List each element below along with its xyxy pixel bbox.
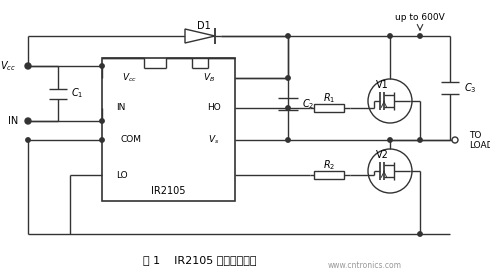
- Text: $C_{1}$: $C_{1}$: [71, 87, 83, 100]
- Text: IN: IN: [116, 104, 125, 113]
- Text: V1: V1: [376, 80, 389, 90]
- Circle shape: [26, 119, 30, 123]
- Circle shape: [26, 64, 30, 68]
- Circle shape: [388, 138, 392, 142]
- Text: $C_{3}$: $C_{3}$: [464, 81, 477, 95]
- Circle shape: [286, 106, 290, 110]
- Text: LOAD: LOAD: [469, 140, 490, 150]
- Text: $V_{cc}$: $V_{cc}$: [0, 59, 16, 73]
- Circle shape: [418, 34, 422, 38]
- Circle shape: [368, 149, 412, 193]
- Circle shape: [286, 76, 290, 80]
- Text: $V_{B}$: $V_{B}$: [203, 72, 215, 84]
- Text: www.cntronics.com: www.cntronics.com: [328, 261, 402, 270]
- Bar: [102, 58, 235, 201]
- Circle shape: [368, 79, 412, 123]
- Circle shape: [100, 64, 104, 68]
- Text: up to 600V: up to 600V: [395, 14, 445, 23]
- Bar: [314, 171, 344, 179]
- Polygon shape: [185, 29, 215, 43]
- Circle shape: [286, 34, 290, 38]
- Circle shape: [418, 138, 422, 142]
- Text: $V_{s}$: $V_{s}$: [208, 134, 219, 146]
- Text: TO: TO: [469, 131, 481, 139]
- Circle shape: [25, 63, 31, 69]
- Circle shape: [26, 138, 30, 142]
- Circle shape: [26, 64, 30, 68]
- Circle shape: [286, 138, 290, 142]
- Text: LO: LO: [116, 171, 127, 179]
- Text: D1: D1: [196, 21, 210, 31]
- Text: V2: V2: [376, 150, 389, 160]
- Circle shape: [25, 118, 31, 124]
- Circle shape: [418, 232, 422, 236]
- Circle shape: [100, 138, 104, 142]
- Circle shape: [388, 34, 392, 38]
- Text: HO: HO: [207, 104, 221, 113]
- Text: $V_{cc}$: $V_{cc}$: [122, 72, 137, 84]
- Text: COM: COM: [120, 136, 141, 145]
- Text: $R_{1}$: $R_{1}$: [323, 91, 335, 105]
- Circle shape: [100, 119, 104, 123]
- Text: IN: IN: [8, 116, 18, 126]
- Text: $C_{2}$: $C_{2}$: [302, 97, 315, 111]
- Bar: [314, 104, 344, 112]
- Text: $R_{2}$: $R_{2}$: [323, 158, 335, 172]
- Circle shape: [452, 137, 458, 143]
- Text: 图 1    IR2105 的非隔离驱动: 图 1 IR2105 的非隔离驱动: [143, 255, 257, 265]
- Text: IR2105: IR2105: [151, 186, 186, 196]
